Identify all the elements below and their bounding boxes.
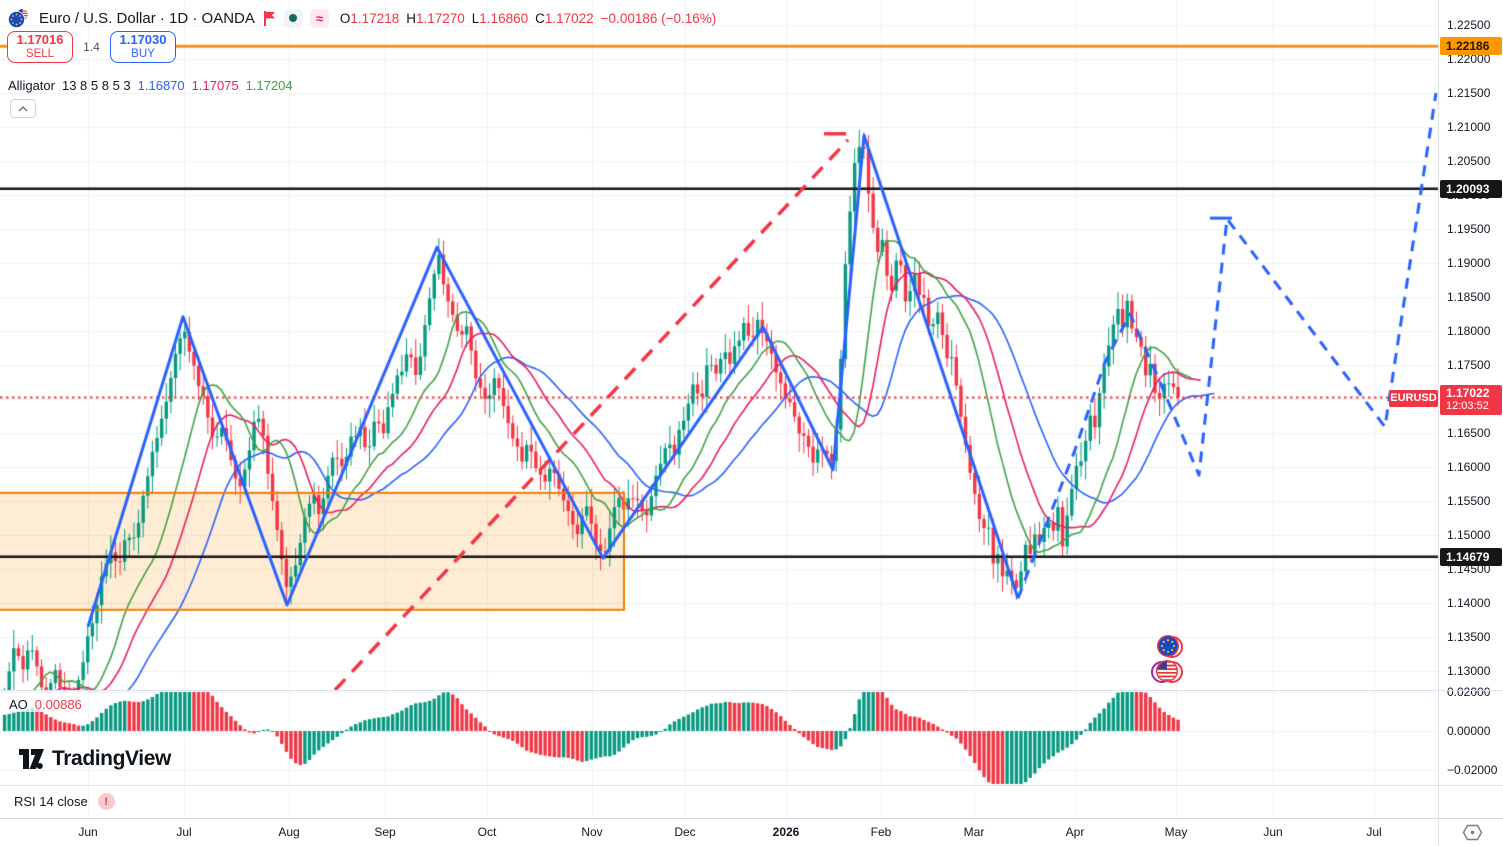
price-tick: 1.16500 [1447, 426, 1491, 440]
buy-button[interactable]: 1.17030 BUY [110, 31, 176, 63]
price-tick: 1.22000 [1447, 52, 1491, 66]
price-tick: 1.14000 [1447, 596, 1491, 610]
indicator-name: Alligator [8, 78, 55, 93]
price-tick: 1.16000 [1447, 460, 1491, 474]
chevron-up-icon [18, 105, 28, 112]
lips-value: 1.17204 [245, 78, 293, 93]
pane-settings-hexagon-icon[interactable] [1462, 824, 1483, 846]
ao-label: AO [9, 697, 28, 712]
price-tick: 1.18000 [1447, 324, 1491, 338]
jaw-value: 1.16870 [137, 78, 185, 93]
symbol-price-tag: EURUSD [1389, 389, 1438, 407]
price-tick: 1.13000 [1447, 664, 1491, 678]
buy-price: 1.17030 [119, 32, 167, 47]
ao-tick: 0.00000 [1447, 724, 1491, 738]
ao-value: 0.00886 [34, 697, 82, 712]
symbol-header[interactable]: Euro / U.S. Dollar · 1D · OANDA ≈ O1.172… [8, 7, 716, 29]
price-axis[interactable]: 1.22500 1.22000 1.21500 1.21000 1.20500 1.200… [1439, 0, 1503, 818]
close-value: 1.17022 [544, 10, 594, 26]
ao-legend[interactable]: AO 0.00886 [6, 697, 85, 712]
time-tick: May [1164, 825, 1188, 839]
spread-value: 1.4 [73, 39, 110, 55]
time-tick: Nov [581, 825, 603, 839]
time-tick: Dec [674, 825, 696, 839]
price-tick: 1.15000 [1447, 528, 1491, 542]
price-tick: 1.21000 [1447, 120, 1491, 134]
sell-price: 1.17016 [16, 32, 64, 47]
price-tick: 1.22500 [1447, 18, 1491, 32]
time-tick: Jun [1263, 825, 1283, 839]
time-tick: Mar [963, 825, 985, 839]
sell-button[interactable]: 1.17016 SELL [7, 31, 73, 63]
ao-tick: −0.02000 [1447, 763, 1498, 777]
high-value: 1.17270 [415, 10, 465, 26]
pane-separator-ao[interactable] [0, 690, 1503, 691]
price-tick: 1.15500 [1447, 494, 1491, 508]
level-tag-resistance: 1.20093 [1440, 179, 1502, 198]
symbol-title[interactable]: Euro / U.S. Dollar · 1D · OANDA [39, 9, 255, 27]
price-tick: 1.18500 [1447, 290, 1491, 304]
rsi-error-icon[interactable]: ! [97, 793, 115, 810]
rsi-label: RSI 14 close [14, 794, 88, 809]
trade-panel: 1.17016 SELL 1.4 1.17030 BUY [7, 31, 176, 63]
watermark-text: TradingView [52, 747, 171, 770]
fractional-pips-icon[interactable]: ≈ [309, 8, 329, 28]
price-tick: 1.20500 [1447, 154, 1491, 168]
collapse-legend-button[interactable] [10, 99, 36, 118]
time-tick: 2026 [772, 825, 800, 839]
time-tick: Apr [1065, 825, 1085, 839]
ohlc-row: O1.17218 H1.17270 L1.16860 C1.17022 −0.0… [339, 10, 717, 26]
flag-icon[interactable] [262, 10, 277, 27]
time-tick: Sep [374, 825, 396, 839]
pane-separator-rsi[interactable] [0, 785, 1503, 786]
us-economic-event-icon[interactable] [1150, 659, 1186, 686]
alligator-legend[interactable]: Alligator 13 8 5 8 5 3 1.16870 1.17075 1… [8, 78, 293, 93]
price-tick: 1.13500 [1447, 630, 1491, 644]
market-status-icon[interactable] [283, 8, 303, 28]
tradingview-logo-icon [19, 749, 44, 769]
level-tag-orange: 1.22186 [1440, 37, 1502, 56]
ao-tick: 0.02000 [1447, 685, 1491, 699]
time-tick: Feb [870, 825, 892, 839]
teeth-value: 1.17075 [191, 78, 239, 93]
low-value: 1.16860 [479, 10, 529, 26]
eu-economic-event-icon[interactable] [1155, 635, 1185, 660]
price-tick: 1.21500 [1447, 86, 1491, 100]
indicator-params: 13 8 5 8 5 3 [61, 78, 131, 93]
price-tick: 1.19500 [1447, 222, 1491, 236]
tradingview-watermark: TradingView [18, 747, 171, 771]
last-price-tag: 1.17022 12:03:52 [1440, 384, 1502, 415]
symbol-pair-icon [8, 8, 32, 28]
rsi-legend[interactable]: RSI 14 close ! [14, 793, 115, 810]
eu-flag-icon [8, 11, 25, 28]
time-tick: Oct [477, 825, 497, 839]
price-tick: 1.19000 [1447, 256, 1491, 270]
time-tick: Jun [78, 825, 98, 839]
time-tick: Aug [278, 825, 300, 839]
time-axis-border [0, 818, 1503, 819]
time-tick: Jul [1366, 825, 1382, 839]
price-axis-border [1438, 0, 1439, 846]
price-tick: 1.17500 [1447, 358, 1491, 372]
change-value: −0.00186 (−0.16%) [600, 10, 717, 26]
level-tag-support: 1.14679 [1440, 547, 1502, 566]
open-value: 1.17218 [350, 10, 400, 26]
time-axis[interactable]: Jun Jul Aug Sep Oct Nov Dec 2026 Feb Mar Apr May Jun… [0, 819, 1503, 846]
time-tick: Jul [176, 825, 192, 839]
